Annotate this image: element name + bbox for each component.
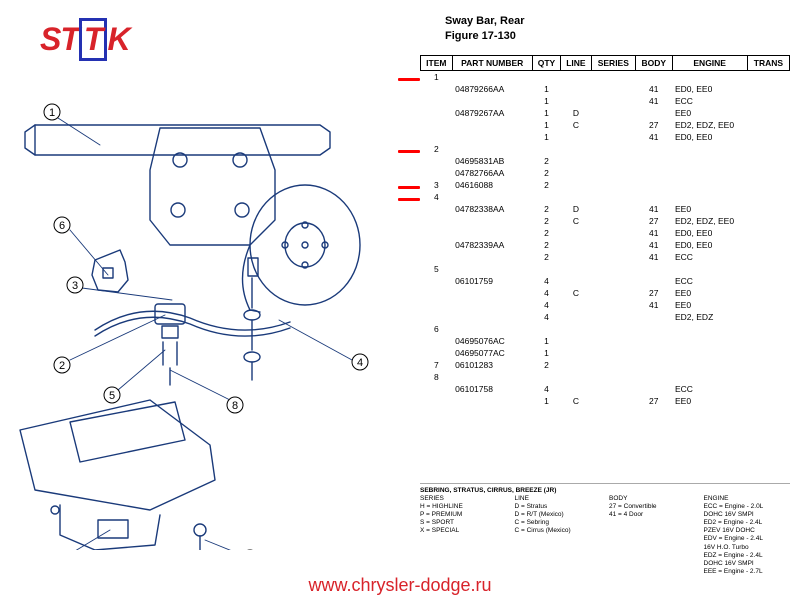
highlight-mark — [398, 186, 420, 189]
table-row: 4 — [421, 191, 790, 203]
legend-col: ENGINEECC = Engine - 2.0LDOHC 16V SMPIED… — [704, 495, 791, 576]
table-row: 04879266AA141ED0, EE0 — [421, 83, 790, 95]
title-line-2: Figure 17-130 — [445, 29, 525, 44]
title-line-1: Sway Bar, Rear — [445, 14, 525, 29]
col-engine: ENGINE — [672, 56, 747, 71]
svg-text:5: 5 — [109, 390, 115, 402]
exploded-diagram: 1 2 3 4 5 6 7 8 8 — [0, 50, 420, 550]
svg-text:6: 6 — [59, 220, 65, 232]
table-row: 04695076AC1 — [421, 335, 790, 347]
table-row: 061017594ECC — [421, 275, 790, 287]
legend: SEBRING, STRATUS, CIRRUS, BREEZE (JR) SE… — [420, 483, 790, 576]
svg-text:1: 1 — [49, 107, 55, 119]
col-line: LINE — [561, 56, 592, 71]
legend-col: SERIESH = HIGHLINEP = PREMIUMS = SPORTX … — [420, 495, 507, 576]
table-row: 04782338AA2D41EE0 — [421, 203, 790, 215]
col-trans: TRANS — [747, 56, 789, 71]
table-row: 8 — [421, 371, 790, 383]
table-row: 6 — [421, 323, 790, 335]
col-body: BODY — [635, 56, 672, 71]
table-row: 04695831AB2 — [421, 155, 790, 167]
table-row: 241ECC — [421, 251, 790, 263]
col-series: SERIES — [591, 56, 635, 71]
table-row: 141ED0, EE0 — [421, 131, 790, 143]
highlight-mark — [398, 198, 420, 201]
table-row: 441EE0 — [421, 299, 790, 311]
table-row: 2C27ED2, EDZ, EE0 — [421, 215, 790, 227]
table-row: 04782339AA241ED0, EE0 — [421, 239, 790, 251]
table-row: 1 — [421, 71, 790, 84]
legend-heading: SEBRING, STRATUS, CIRRUS, BREEZE (JR) — [420, 487, 790, 495]
table-row: 2 — [421, 143, 790, 155]
table-row: 241ED0, EE0 — [421, 227, 790, 239]
legend-col: LINED = StratusD = R/T (Mexico)C = Sebri… — [515, 495, 602, 576]
table-row: 04782766AA2 — [421, 167, 790, 179]
table-row: 04879267AA1DEE0 — [421, 107, 790, 119]
parts-table-wrap: ITEMPART NUMBERQTYLINESERIESBODYENGINETR… — [420, 55, 790, 407]
svg-text:2: 2 — [59, 360, 65, 372]
table-row: 04695077AC1 — [421, 347, 790, 359]
col-qty: QTY — [532, 56, 560, 71]
page-title: Sway Bar, Rear Figure 17-130 — [445, 14, 525, 44]
table-row: 1C27EE0 — [421, 395, 790, 407]
table-row: 1C27ED2, EDZ, EE0 — [421, 119, 790, 131]
table-row: 141ECC — [421, 95, 790, 107]
col-part-number: PART NUMBER — [452, 56, 532, 71]
parts-table: ITEMPART NUMBERQTYLINESERIESBODYENGINETR… — [420, 55, 790, 407]
table-row: 4ED2, EDZ — [421, 311, 790, 323]
svg-text:8: 8 — [232, 400, 238, 412]
col-item: ITEM — [421, 56, 453, 71]
watermark-url: www.chrysler-dodge.ru — [308, 575, 491, 596]
table-row: 5 — [421, 263, 790, 275]
table-row: 4C27EE0 — [421, 287, 790, 299]
highlight-mark — [398, 150, 420, 153]
table-row: 3046160882 — [421, 179, 790, 191]
svg-text:3: 3 — [72, 280, 78, 292]
table-row: 7061012832 — [421, 359, 790, 371]
highlight-mark — [398, 78, 420, 81]
table-row: 061017584ECC — [421, 383, 790, 395]
svg-text:4: 4 — [357, 357, 363, 369]
legend-col: BODY27 = Convertible41 = 4 Door — [609, 495, 696, 576]
